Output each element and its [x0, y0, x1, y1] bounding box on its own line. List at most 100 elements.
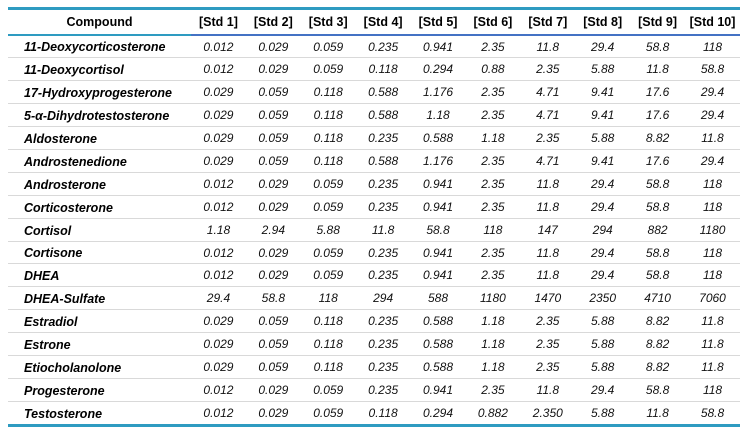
std-value: 882 [630, 218, 686, 242]
table-row: DHEA 0.012 0.029 0.059 0.235 0.941 2.35 11.8 29.… [8, 263, 740, 288]
table-row: Cortisone 0.012 0.029 0.059 0.235 0.941 2.35 11… [8, 241, 740, 265]
std-value: 58.8 [700, 405, 725, 420]
compound-name: Androsterone [8, 172, 191, 196]
std-value: 2.35 [465, 241, 521, 265]
std-value: 118 [685, 195, 740, 219]
std-value: 29.4 [685, 80, 740, 105]
table-row: 5-α-Dihydrotestosterone 0.029 0.059 0.118 0.… [8, 103, 740, 128]
std-value: 118 [685, 378, 740, 402]
std-value: 0.029 [245, 241, 301, 265]
std-value: 0.235 [355, 355, 411, 379]
std-value: 0.118 [355, 57, 411, 82]
header-cell-std-6: [Std 6] [465, 10, 521, 36]
std-value: 29.4 [575, 172, 631, 196]
std-value: 0.059 [300, 378, 356, 402]
std-value: 0.941 [410, 172, 466, 196]
std-value: 0.012 [191, 241, 246, 265]
std-value: 5.88 [575, 355, 631, 379]
std-value: 8.82 [630, 309, 686, 334]
std-value: 29.4 [575, 263, 631, 288]
compound-name: Progesterone [8, 378, 191, 402]
std-value: 1470 [520, 286, 576, 311]
std-value: 0.588 [410, 126, 466, 150]
compound-name: Cortisone [8, 241, 191, 265]
std-value: 1.176 [410, 149, 466, 173]
compound-name: Corticosterone [8, 195, 191, 219]
compound-name: DHEA-Sulfate [8, 286, 191, 311]
table-row: Androstenedione 0.029 0.059 0.118 0.588 1.176… [8, 149, 740, 173]
std-value: 1.18 [410, 103, 466, 128]
standards-concentration-table: Compound [Std 1] [Std 2] [Std 3] [Std 4] [Std… [8, 10, 740, 424]
std-value: 0.059 [245, 355, 301, 379]
std-value: 0.235 [355, 378, 411, 402]
std-value: 0.588 [355, 149, 411, 173]
std-value: 0.029 [191, 332, 246, 356]
header-cell-std-10: [Std 10] [685, 10, 740, 36]
std-value: 58.8 [410, 218, 466, 242]
standards-concentration-table-container: Compound [Std 1] [Std 2] [Std 3] [Std 4] [Std… [8, 7, 740, 428]
std-value: 1.176 [410, 80, 466, 105]
table-row: 11-Deoxycorticosterone 0.012 0.029 0.059 0.2… [8, 35, 740, 59]
std-value: 58.8 [630, 195, 686, 219]
std-value: 0.118 [300, 80, 356, 105]
std-value: 0.059 [300, 195, 356, 219]
std-value: 11.8 [685, 332, 740, 356]
std-value: 0.012 [191, 195, 246, 219]
std-value: 0.059 [245, 103, 301, 128]
std-value: 0.059 [245, 80, 301, 105]
std-value: 1180 [685, 218, 740, 242]
compound-name: 5-α-Dihydrotestosterone [8, 103, 191, 128]
table-header: Compound [Std 1] [Std 2] [Std 3] [Std 4] [Std… [8, 10, 740, 36]
std-value: 1.18 [465, 332, 521, 356]
header-cell-std-2: [Std 2] [245, 10, 301, 36]
std-value: 11.8 [685, 309, 740, 334]
std-value: 294 [355, 286, 411, 311]
table-row: Testosterone 0.012 0.029 0.059 0.118 0.294 0.8… [8, 401, 740, 424]
header-cell-std-7: [Std 7] [520, 10, 576, 36]
std-value: 0.118 [368, 405, 398, 420]
std-value: 0.029 [191, 103, 246, 128]
std-value: 9.41 [575, 149, 631, 173]
std-value: 58.8 [630, 172, 686, 196]
std-value: 11.8 [685, 126, 740, 150]
table-row: DHEA-Sulfate 29.4 58.8 118 294 588 1180 1470 235… [8, 286, 740, 311]
std-value: 0.059 [300, 172, 356, 196]
std-value: 0.029 [245, 195, 301, 219]
header-cell-std-1: [Std 1] [191, 10, 246, 36]
std-value: 2.35 [520, 57, 576, 82]
std-value: 1180 [465, 286, 521, 311]
table-row: Estradiol 0.029 0.059 0.118 0.235 0.588 1.18 2.… [8, 309, 740, 334]
std-value: 11.8 [520, 195, 576, 219]
compound-name: 11-Deoxycortisol [8, 57, 191, 82]
std-value: 0.88 [465, 57, 521, 82]
table-body: 11-Deoxycorticosterone 0.012 0.029 0.059 0.2… [8, 35, 740, 424]
std-value: 0.059 [300, 263, 356, 288]
std-value: 0.029 [191, 126, 246, 150]
std-value: 58.8 [630, 35, 686, 59]
std-value: 29.4 [575, 378, 631, 402]
std-value: 0.118 [300, 332, 356, 356]
std-value: 5.88 [591, 405, 615, 420]
std-value: 0.029 [245, 172, 301, 196]
std-value: 17.6 [630, 80, 686, 105]
std-value: 0.012 [191, 57, 246, 82]
std-value: 0.029 [191, 355, 246, 379]
header-cell-std-4: [Std 4] [355, 10, 411, 36]
std-value: 0.059 [245, 309, 301, 334]
table-row: 11-Deoxycortisol 0.012 0.029 0.059 0.118 0.29… [8, 57, 740, 82]
std-value: 0.059 [300, 241, 356, 265]
std-value: 2.35 [465, 195, 521, 219]
table-row: Corticosterone 0.012 0.029 0.059 0.235 0.941 2… [8, 195, 740, 219]
std-value: 0.029 [191, 80, 246, 105]
std-value: 0.029 [245, 263, 301, 288]
std-value: 29.4 [575, 35, 631, 59]
std-value: 2.35 [520, 309, 576, 334]
std-value: 11.8 [630, 57, 686, 82]
std-value: 8.82 [630, 355, 686, 379]
std-value: 11.8 [520, 378, 576, 402]
std-value: 0.029 [245, 35, 301, 59]
std-value: 0.235 [355, 309, 411, 334]
std-value: 9.41 [575, 103, 631, 128]
std-value: 1.18 [465, 309, 521, 334]
std-value: 0.882 [477, 405, 508, 420]
